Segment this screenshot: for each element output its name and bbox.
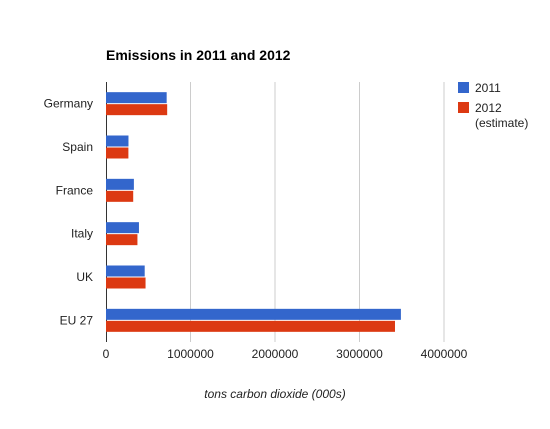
category-label: EU 27 [60,313,94,327]
category-labels: Germany Spain France Italy UK EU 27 [44,97,94,328]
bar-uk-2012[interactable] [106,277,146,289]
category-label: Italy [71,227,93,241]
gridlines [106,82,445,342]
x-tick-label: 0 [103,347,110,361]
legend-item-2011[interactable]: 2011 [458,81,501,95]
bar-eu-27-2011[interactable] [106,308,401,320]
legend-label: 2012 [475,101,502,115]
bar-germany-2011[interactable] [106,92,167,104]
bar-italy-2011[interactable] [106,222,139,234]
bar-italy-2012[interactable] [106,234,138,246]
x-tick-label: 3000000 [336,347,383,361]
bar-france-2011[interactable] [106,178,134,190]
chart-title: Emissions in 2011 and 2012 [106,47,291,63]
category-label: Spain [62,140,93,154]
bars [106,92,401,332]
legend-item-2012[interactable]: 2012(estimate) [458,101,528,130]
category-label: France [56,183,94,197]
bar-france-2012[interactable] [106,190,134,202]
bar-spain-2012[interactable] [106,147,129,159]
x-axis-title: tons carbon dioxide (000s) [204,387,345,401]
bar-germany-2012[interactable] [106,104,168,116]
legend[interactable]: 2011 2012(estimate) [458,81,528,130]
legend-swatch [458,82,469,93]
x-tick-label: 1000000 [167,347,214,361]
category-label: UK [76,270,93,284]
bar-spain-2011[interactable] [106,135,129,147]
bar-eu-27-2012[interactable] [106,320,395,332]
legend-swatch [458,102,469,113]
x-tick-labels: 0 1000000 2000000 3000000 4000000 [103,347,468,361]
category-label: Germany [44,97,93,111]
legend-label: 2011 [475,81,501,95]
x-tick-label: 2000000 [252,347,299,361]
legend-label: (estimate) [475,116,528,130]
x-tick-label: 4000000 [421,347,468,361]
bar-uk-2011[interactable] [106,265,145,277]
